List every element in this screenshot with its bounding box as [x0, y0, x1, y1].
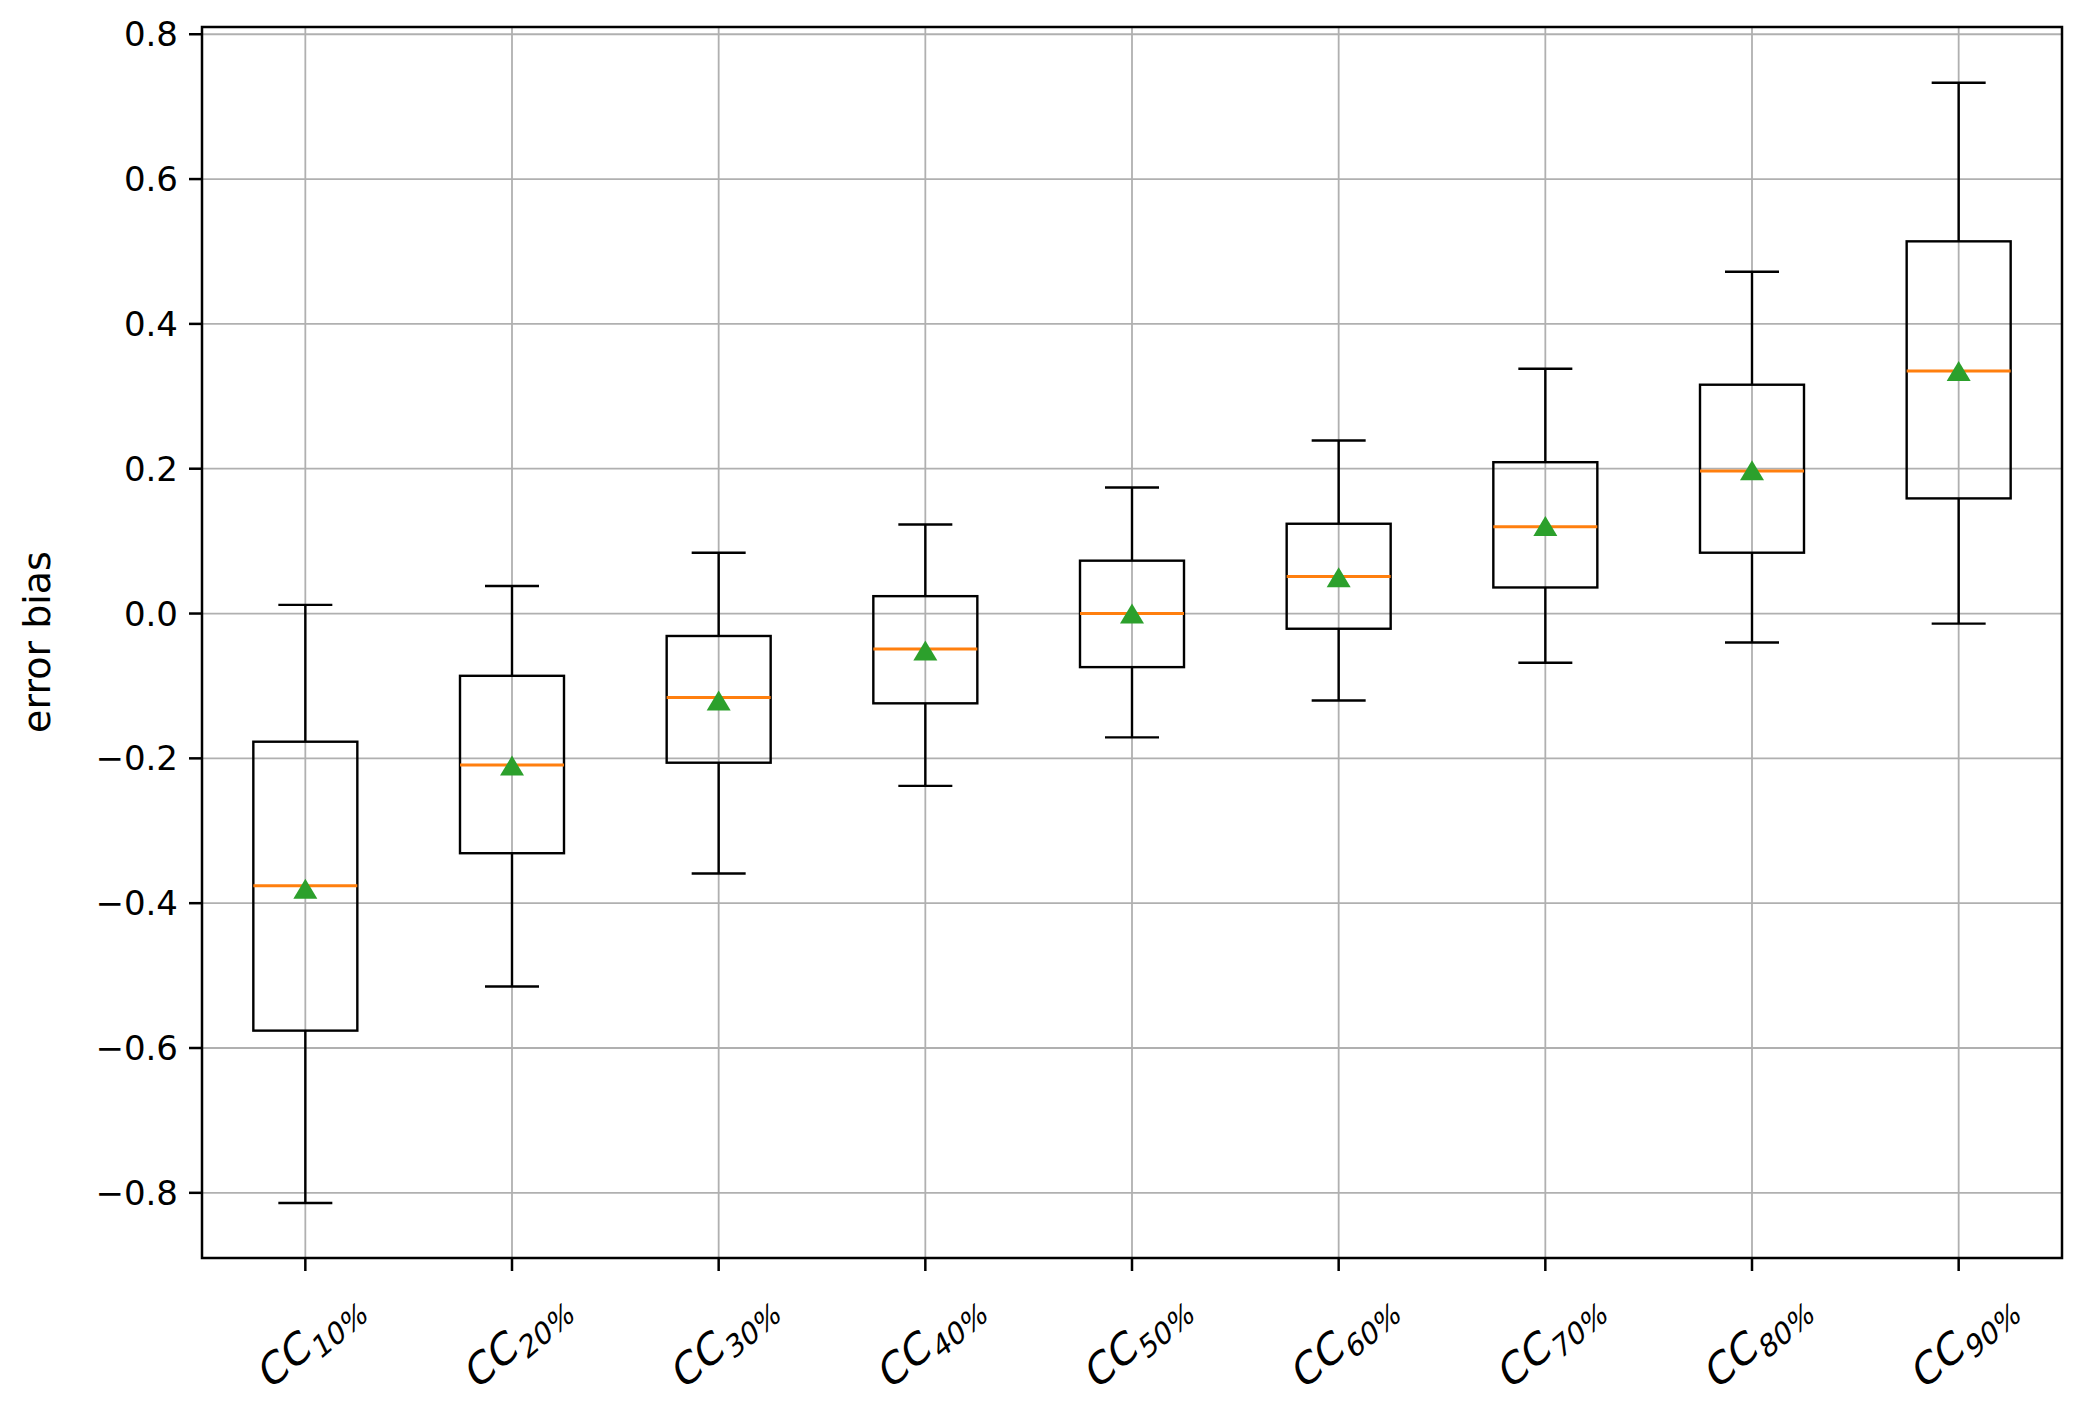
y-tick-label: 0.6 [124, 159, 178, 199]
y-tick-label: 0.4 [124, 304, 178, 344]
box-group-CC40% [873, 524, 977, 785]
boxplot-canvas: 0.8 0.6 0.4 0.2 0.0 −0.2 −0.4 −0.6 −0.8 CC10% CC20… [0, 0, 2081, 1424]
x-tick-label: CC90% [1898, 1283, 2027, 1404]
box-group-CC60% [1287, 440, 1391, 700]
x-tick-label: CC10% [245, 1283, 374, 1404]
x-tick-label: CC50% [1072, 1283, 1201, 1404]
x-tick-label: CC40% [865, 1283, 994, 1404]
y-axis-title: error bias [15, 551, 59, 733]
y-tick-label: −0.8 [95, 1173, 178, 1213]
y-tick-label: 0.0 [124, 594, 178, 634]
y-tick-label: −0.2 [95, 738, 178, 778]
y-tick-label: −0.6 [95, 1028, 178, 1068]
boxplot-figure: 0.8 0.6 0.4 0.2 0.0 −0.2 −0.4 −0.6 −0.8 CC10% CC20… [0, 0, 2081, 1424]
x-tick-label: CC70% [1485, 1283, 1614, 1404]
box-group-CC50% [1080, 488, 1184, 738]
y-tick-label: 0.8 [124, 14, 178, 54]
x-tick-label: CC20% [452, 1283, 581, 1404]
y-tick-label: −0.4 [95, 883, 178, 923]
gridlines-layer [202, 27, 2062, 1258]
x-tick-label: CC60% [1278, 1283, 1407, 1404]
x-tick-label: CC30% [658, 1283, 787, 1404]
x-tick-label: CC80% [1692, 1283, 1821, 1404]
y-tick-label: 0.2 [124, 449, 178, 489]
mean-marker [707, 690, 731, 710]
axes-layer: 0.8 0.6 0.4 0.2 0.0 −0.2 −0.4 −0.6 −0.8 CC10% CC20… [95, 14, 2062, 1403]
mean-marker [293, 879, 317, 899]
